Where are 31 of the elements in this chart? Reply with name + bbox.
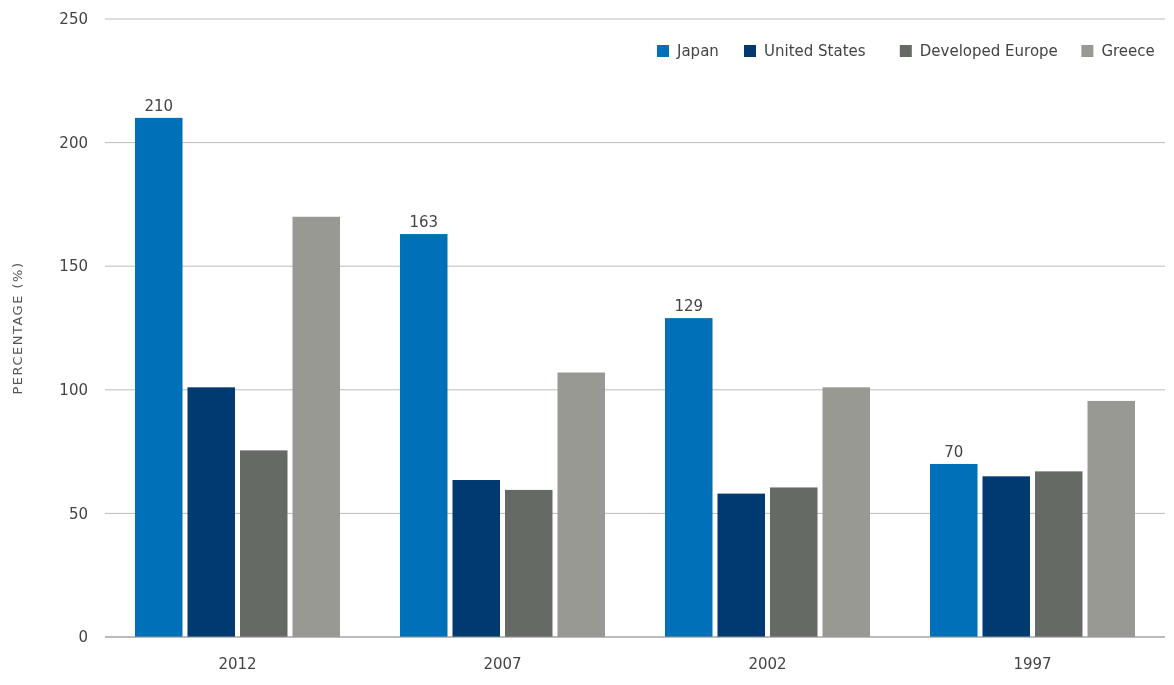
bar bbox=[930, 463, 978, 637]
y-tick-label: 250 bbox=[59, 10, 88, 29]
bar bbox=[717, 493, 765, 637]
y-tick-label: 0 bbox=[78, 628, 88, 647]
legend-label: Developed Europe bbox=[919, 42, 1058, 61]
bar bbox=[505, 489, 553, 637]
legend-label: United States bbox=[764, 42, 866, 61]
bar bbox=[452, 480, 500, 637]
x-tick-label: 2012 bbox=[218, 655, 257, 673]
y-tick-label: 150 bbox=[59, 257, 88, 276]
bar bbox=[770, 487, 818, 637]
data-label: 210 bbox=[144, 96, 174, 115]
data-label: 70 bbox=[944, 442, 964, 461]
x-tick-label: 1997 bbox=[1013, 655, 1052, 673]
y-tick-label: 100 bbox=[59, 381, 88, 400]
bar bbox=[982, 476, 1030, 637]
y-axis-title: PERCENTAGE (%) bbox=[10, 261, 25, 395]
legend-label: Japan bbox=[676, 42, 719, 61]
y-tick-label: 200 bbox=[59, 133, 88, 152]
bar bbox=[1035, 471, 1083, 637]
legend-label: Greece bbox=[1101, 42, 1155, 61]
data-label: 129 bbox=[674, 297, 704, 316]
x-tick-label: 2007 bbox=[483, 655, 522, 673]
x-tick-label: 2002 bbox=[748, 655, 787, 673]
bar bbox=[240, 450, 288, 637]
data-label: 163 bbox=[409, 213, 439, 232]
bar bbox=[187, 387, 235, 637]
y-tick-label: 50 bbox=[68, 504, 88, 523]
bar bbox=[665, 318, 713, 637]
bar bbox=[400, 234, 448, 637]
bar bbox=[135, 117, 183, 637]
